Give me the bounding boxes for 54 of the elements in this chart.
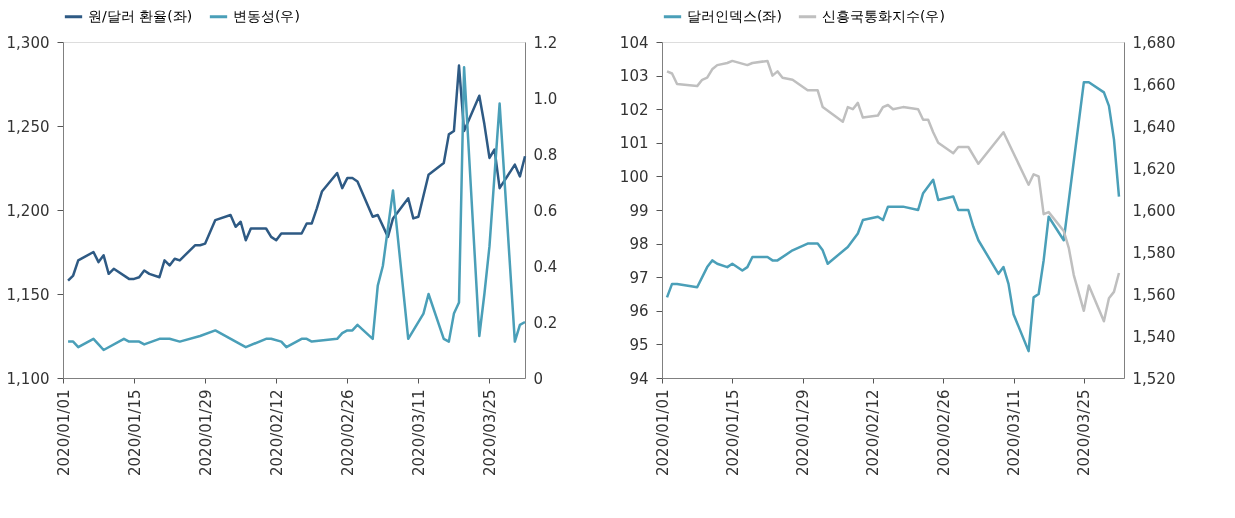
- x-tick-label: 2020/01/15: [125, 389, 144, 476]
- y-tick-label: 98: [629, 235, 649, 254]
- y-tick-label: 99: [629, 201, 649, 220]
- x-tick-label: 2020/02/26: [338, 389, 357, 476]
- y2-tick-label: 0.2: [533, 313, 558, 332]
- x-tick-label: 2020/01/01: [653, 389, 672, 476]
- y2-tick-label: 1,580: [1132, 243, 1176, 262]
- line-series: [665, 81, 1121, 353]
- y-tick-label: 101: [619, 134, 649, 153]
- legend-label: 달러인덱스(좌): [687, 7, 782, 24]
- legend-label: 신흥국통화지수(우): [822, 7, 945, 24]
- y2-tick-label: 1.2: [533, 33, 558, 52]
- x-tick-label: 2020/02/12: [864, 389, 883, 476]
- y2-tick-label: 1.0: [533, 89, 558, 108]
- y-tick-label: 95: [629, 335, 649, 354]
- y-tick-label: 102: [619, 100, 649, 119]
- legend-label: 변동성(우): [233, 7, 300, 24]
- y-tick-label: 96: [629, 302, 649, 321]
- x-tick-label: 2020/03/11: [409, 389, 428, 476]
- x-tick-label: 2020/02/26: [934, 389, 953, 476]
- y2-tick-label: 0: [533, 369, 544, 388]
- x-tick-label: 2020/01/01: [54, 389, 73, 476]
- y2-tick-label: 1,540: [1132, 327, 1176, 346]
- y-tick-label: 100: [619, 167, 649, 186]
- line-series: [66, 65, 527, 352]
- y2-tick-label: 1,520: [1132, 369, 1176, 388]
- x-tick-label: 2020/02/12: [267, 389, 286, 476]
- y2-tick-label: 1,600: [1132, 201, 1176, 220]
- y-tick-label: 104: [619, 33, 649, 52]
- x-tick-label: 2020/03/11: [1005, 389, 1024, 476]
- y2-tick-label: 1,680: [1132, 33, 1176, 52]
- y-tick-label: 97: [629, 268, 649, 287]
- x-tick-label: 2020/03/25: [1075, 389, 1094, 476]
- x-tick-label: 2020/01/29: [196, 389, 215, 476]
- y-tick-label: 1,150: [6, 285, 50, 304]
- y-tick-label: 103: [619, 67, 649, 86]
- y2-tick-label: 1,560: [1132, 285, 1176, 304]
- y2-tick-label: 1,640: [1132, 117, 1176, 136]
- x-tick-label: 2020/01/15: [723, 389, 742, 476]
- y-tick-label: 94: [629, 369, 649, 388]
- y-tick-label: 1,200: [6, 201, 50, 220]
- y2-tick-label: 0.4: [533, 257, 558, 276]
- y-tick-label: 1,250: [6, 117, 50, 136]
- line-series: [665, 59, 1121, 323]
- y2-tick-label: 1,660: [1132, 75, 1176, 94]
- y2-tick-label: 1,620: [1132, 159, 1176, 178]
- y2-tick-label: 0.6: [533, 201, 558, 220]
- y-tick-label: 1,300: [6, 33, 50, 52]
- y2-tick-label: 0.8: [533, 145, 558, 164]
- legend-label: 원/달러 환율(좌): [88, 7, 193, 24]
- x-tick-label: 2020/01/29: [794, 389, 813, 476]
- line-series: [66, 64, 527, 282]
- y-tick-label: 1,100: [6, 369, 50, 388]
- x-tick-label: 2020/03/25: [480, 389, 499, 476]
